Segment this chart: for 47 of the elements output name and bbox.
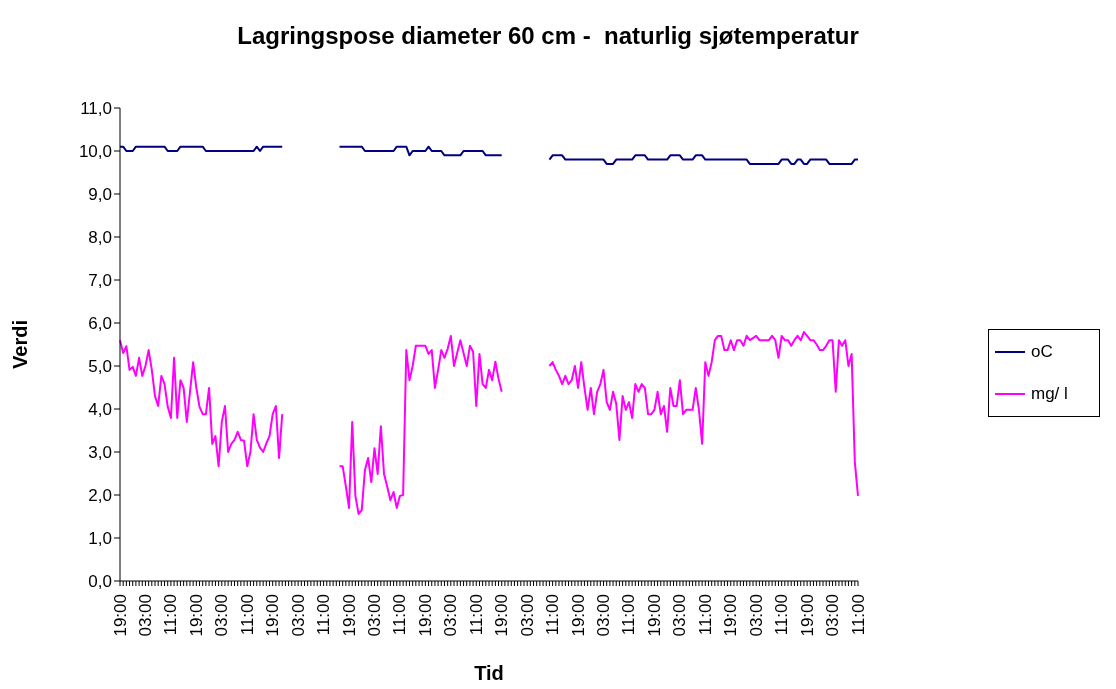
legend-label: oC: [1031, 342, 1053, 362]
x-tick-label: 19:00: [415, 594, 435, 637]
x-tick-label: 19:00: [568, 594, 588, 637]
x-tick-label: 11:00: [695, 594, 715, 636]
x-tick-label: 11:00: [619, 594, 639, 636]
y-tick-label: 4,0: [88, 400, 112, 420]
y-tick-label: 11,0: [80, 99, 112, 119]
x-tick-label: 03:00: [288, 594, 308, 637]
y-tick-label: 8,0: [88, 228, 112, 248]
x-tick-label: 11:00: [390, 594, 410, 636]
x-tick-label: 03:00: [517, 594, 537, 637]
x-tick-label: 19:00: [339, 594, 359, 637]
x-tick-label: 03:00: [364, 594, 384, 637]
x-tick-label: 03:00: [823, 594, 843, 637]
x-tick-label: 11:00: [772, 594, 792, 636]
x-tick-label: 11:00: [314, 594, 334, 636]
x-axis-title: Tid: [474, 662, 504, 684]
y-tick-label: 3,0: [88, 443, 112, 463]
y-tick-label: 10,0: [78, 142, 112, 162]
x-tick-label: 11:00: [848, 594, 868, 636]
y-axis-title: Verdi: [9, 320, 32, 369]
x-tick-label: 03:00: [441, 594, 461, 637]
x-tick-label: 03:00: [594, 594, 614, 637]
x-tick-label: 11:00: [543, 594, 563, 636]
x-tick-label: 19:00: [110, 594, 130, 637]
legend-label: mg/ l: [1031, 384, 1068, 404]
y-tick-label: 6,0: [88, 314, 112, 334]
x-tick-label: 19:00: [721, 594, 741, 637]
chart-title: Lagringspose diameter 60 cm - naturlig sjøtemperatur: [236, 21, 860, 51]
x-tick-label: 11:00: [237, 594, 257, 636]
x-tick-label: 19:00: [186, 594, 206, 637]
x-tick-label: 03:00: [670, 594, 690, 637]
x-tick-label: 19:00: [797, 594, 817, 637]
y-tick-label: 2,0: [88, 486, 112, 506]
x-tick-label: 11:00: [161, 594, 181, 636]
y-tick-label: 1,0: [88, 529, 112, 549]
y-tick-label: 7,0: [88, 271, 112, 291]
x-tick-label: 03:00: [746, 594, 766, 637]
x-tick-label: 19:00: [263, 594, 283, 637]
x-tick-label: 19:00: [492, 594, 512, 637]
x-tick-label: 03:00: [135, 594, 155, 637]
y-tick-label: 9,0: [88, 185, 112, 205]
x-tick-label: 03:00: [212, 594, 232, 637]
y-tick-label: 0,0: [88, 572, 112, 592]
x-tick-label: 11:00: [466, 594, 486, 636]
y-tick-label: 5,0: [88, 357, 112, 377]
x-tick-label: 19:00: [644, 594, 664, 637]
